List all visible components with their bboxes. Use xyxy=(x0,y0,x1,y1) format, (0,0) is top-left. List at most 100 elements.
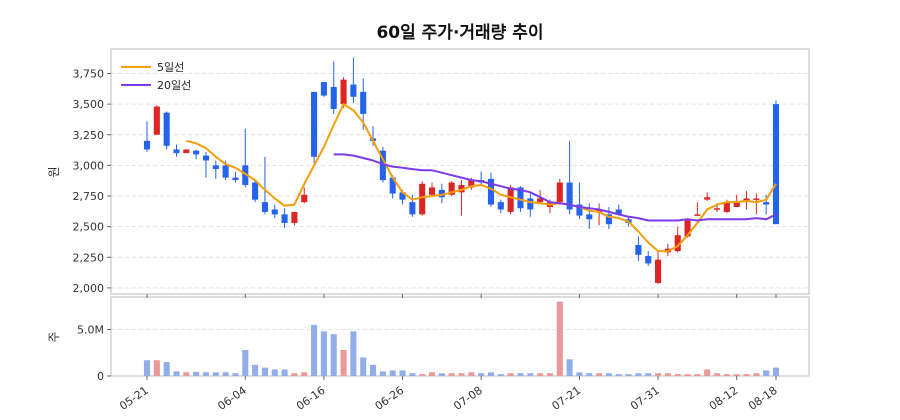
volume-bar xyxy=(655,373,662,376)
volume-bar xyxy=(468,372,475,376)
candle-body xyxy=(605,214,612,225)
volume-bar xyxy=(419,374,426,376)
volume-bar xyxy=(674,374,681,376)
candle-body xyxy=(281,214,288,223)
volume-y-axis: 0 5.0M xyxy=(77,324,111,383)
volume-bar xyxy=(163,362,170,376)
moving-average-lines xyxy=(186,103,777,253)
x-tick-label: 07-21 xyxy=(550,384,584,413)
price-y-tick-label: 3,000 xyxy=(73,159,105,172)
candle-body xyxy=(389,177,396,194)
volume-bar xyxy=(360,357,367,376)
candle-body xyxy=(212,165,219,170)
volume-bar xyxy=(143,360,151,376)
x-tick-label: 06-04 xyxy=(215,384,249,413)
price-y-tick-label: 2,750 xyxy=(73,190,105,203)
volume-bar xyxy=(576,372,583,376)
candle-body xyxy=(379,150,386,181)
candle-body xyxy=(271,209,278,215)
volume-bar xyxy=(615,374,622,376)
x-tick-label: 08-18 xyxy=(746,384,780,413)
volume-bar xyxy=(605,373,612,376)
candle-body xyxy=(694,214,701,216)
volume-bar xyxy=(635,373,642,376)
candle-body xyxy=(615,209,622,215)
volume-bar xyxy=(399,370,406,376)
candle-body xyxy=(301,194,308,203)
volume-bar xyxy=(311,324,318,376)
volume-bar xyxy=(527,373,534,376)
candle-body xyxy=(409,202,416,215)
volume-bar xyxy=(370,364,377,376)
volume-bar xyxy=(556,301,563,376)
candle-body xyxy=(360,91,367,114)
candle-body xyxy=(684,220,691,237)
price-y-axis-label: 원 xyxy=(47,166,61,177)
price-y-tick-label: 2,500 xyxy=(73,221,105,234)
candle-body xyxy=(291,211,298,223)
volume-bar xyxy=(546,373,553,376)
price-y-tick-label: 2,250 xyxy=(73,251,105,264)
volume-bar xyxy=(596,373,603,376)
candle-body xyxy=(143,140,151,150)
volume-bar xyxy=(291,373,298,376)
x-tick-label: 06-16 xyxy=(294,384,328,413)
volume-gridlines xyxy=(111,329,809,377)
volume-bar xyxy=(517,373,524,376)
volume-y-axis-label: 주 xyxy=(47,331,61,342)
candle-body xyxy=(153,106,160,135)
volume-bar xyxy=(625,374,632,376)
candle-body xyxy=(537,198,544,203)
candle-body xyxy=(242,165,249,185)
volume-bar xyxy=(320,331,327,376)
candle-body xyxy=(330,86,337,110)
price-y-tick-label: 2,000 xyxy=(73,282,105,295)
volume-bar xyxy=(704,369,711,376)
price-plot-frame xyxy=(110,48,810,295)
candle-body xyxy=(193,150,200,155)
volume-bar xyxy=(586,373,593,376)
candle-body xyxy=(350,84,357,97)
candle-body xyxy=(419,183,426,215)
candle-body xyxy=(448,182,455,195)
volume-bar xyxy=(212,372,219,376)
volume-bar xyxy=(271,369,278,376)
chart-title: 60일 주가·거래량 추이 xyxy=(376,23,543,43)
volume-bar xyxy=(389,370,396,376)
candle-body xyxy=(468,180,475,188)
volume-bar xyxy=(330,334,337,376)
volume-bar xyxy=(379,371,386,376)
volume-bar xyxy=(428,372,436,376)
volume-bar xyxy=(340,349,347,376)
candle-body xyxy=(763,202,770,205)
x-tick-label: 07-08 xyxy=(451,384,485,413)
candle-body xyxy=(596,209,603,212)
volume-bar xyxy=(301,372,308,376)
volume-bar xyxy=(507,373,514,376)
volume-y-tick-label: 0 xyxy=(97,370,104,383)
volume-bar xyxy=(684,374,691,376)
ma20-line xyxy=(333,153,777,222)
volume-bar xyxy=(763,370,770,376)
candle-body xyxy=(183,149,190,154)
x-axis: 05-21 06-04 06-16 06-26 07-08 07-21 07-31 08-12… xyxy=(117,294,780,413)
candle-body xyxy=(733,202,740,208)
volume-bar xyxy=(733,374,740,376)
legend: 5일선 20일선 xyxy=(121,60,191,92)
candle-body xyxy=(487,178,495,205)
candle-body xyxy=(340,79,347,105)
candle-body xyxy=(458,184,465,193)
candle-body xyxy=(252,182,259,200)
candle-body xyxy=(428,187,436,195)
volume-bar xyxy=(772,367,780,376)
volume-bar xyxy=(723,374,730,376)
candle-body xyxy=(497,202,504,210)
candle-body xyxy=(527,198,534,210)
volume-bar xyxy=(153,360,160,376)
candle-body xyxy=(261,202,268,212)
volume-bar xyxy=(645,373,652,376)
volume-bar xyxy=(222,372,229,376)
x-tick-label: 07-31 xyxy=(628,384,662,413)
legend-label-ma20: 20일선 xyxy=(157,78,191,92)
legend-label-ma5: 5일선 xyxy=(157,60,184,74)
